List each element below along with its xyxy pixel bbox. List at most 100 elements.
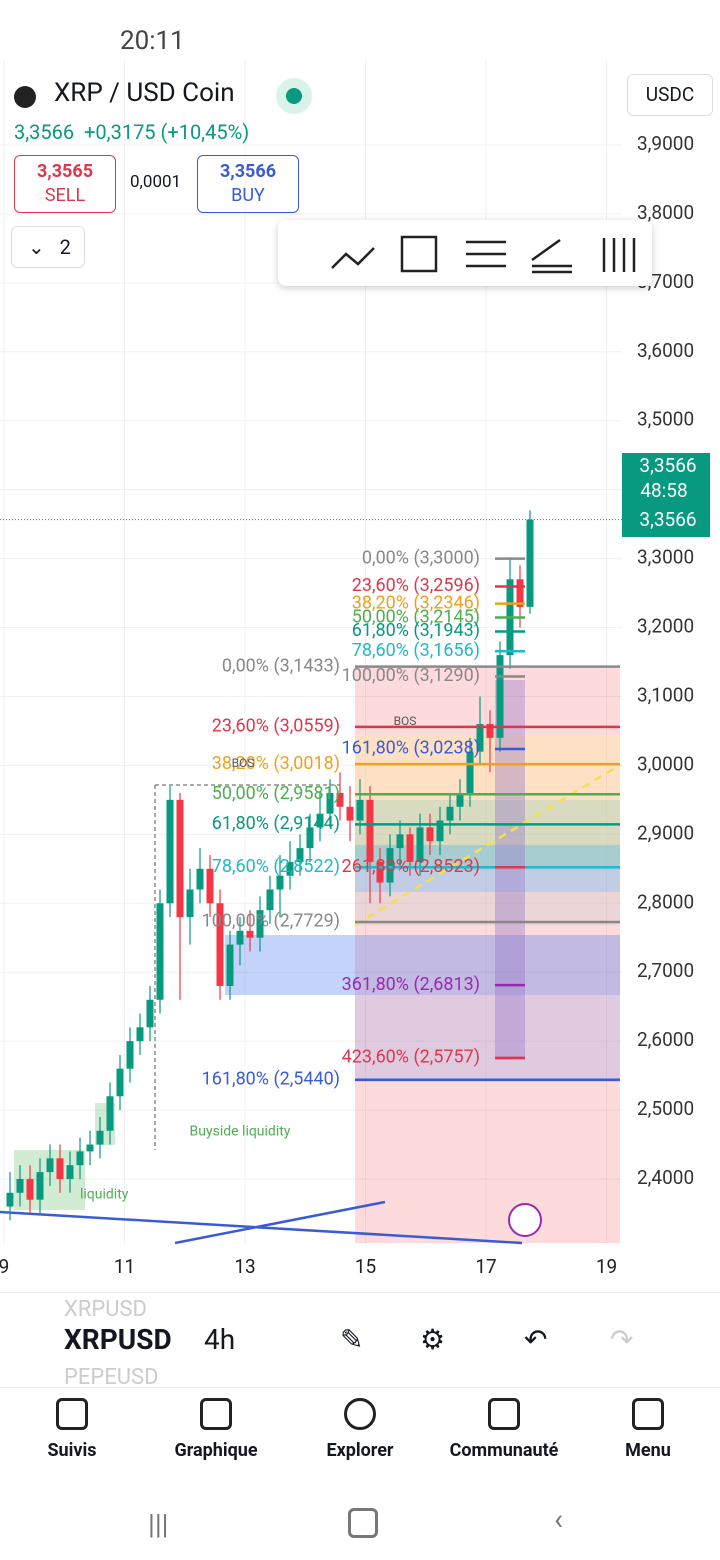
liquidity-label: liquidity	[80, 1187, 129, 1203]
candle-body	[186, 889, 194, 918]
fib-label: 0,00% (3,3000)	[362, 547, 480, 568]
candle-body	[166, 799, 174, 904]
y-tick-label: 2,9000	[637, 821, 694, 844]
candle-body	[196, 868, 204, 890]
drawing-tools	[331, 235, 636, 274]
nav-item[interactable]: Graphique	[174, 1440, 258, 1461]
y-tick-label: 2,7000	[637, 959, 694, 982]
y-tick-label: 3,0000	[637, 752, 694, 775]
candle-body	[26, 1178, 34, 1200]
fib-label: 78,60% (3,1656)	[352, 640, 480, 661]
draw-icon[interactable]: ✎	[340, 1323, 364, 1356]
candle-body	[76, 1151, 84, 1166]
sell-button[interactable]: 3,3565 SELL	[14, 155, 116, 213]
candle-body	[316, 813, 324, 828]
nav-item[interactable]: Menu	[625, 1440, 671, 1461]
candle-body	[236, 930, 244, 945]
y-tick-label: 2,6000	[637, 1028, 694, 1051]
alert-icon	[508, 1203, 542, 1237]
interval[interactable]: 4h	[204, 1323, 236, 1356]
price-tag-countdown: 48:58	[640, 479, 687, 502]
candle-body	[86, 1144, 94, 1152]
candle-body	[56, 1158, 64, 1179]
candle-body	[336, 792, 344, 807]
bos-label: BOS	[394, 714, 417, 728]
candle-body	[366, 799, 374, 862]
candle-body	[486, 724, 494, 738]
y-tick-label: 3,5000	[637, 408, 694, 431]
x-tick-label: 15	[355, 1255, 376, 1278]
undo-icon[interactable]: ↶	[524, 1323, 548, 1356]
fib-label: 100,00% (3,1290)	[342, 665, 480, 686]
candle-body	[306, 827, 314, 849]
nav-icon	[632, 1398, 664, 1430]
fib-label: 100,00% (2,7729)	[202, 911, 340, 932]
nav-item[interactable]: Communauté	[449, 1440, 559, 1461]
price-tag-value: 3,3566	[639, 508, 696, 531]
x-tick-label: 11	[114, 1255, 135, 1278]
layers-toggle[interactable]: ⌄ 2	[11, 226, 85, 268]
next-symbol: PEPEUSD	[64, 1365, 159, 1390]
zone	[355, 995, 620, 1082]
y-tick-label: 2,8000	[637, 890, 694, 913]
y-tick-label: 3,8000	[637, 201, 694, 224]
candle-body	[436, 820, 444, 842]
chart: 3,90003,80003,70003,60003,50003,40003,30…	[0, 60, 710, 1278]
y-tick-label: 3,1000	[637, 683, 694, 706]
candle-body	[296, 848, 304, 862]
y-tick-label: 2,5000	[637, 1097, 694, 1120]
candle-body	[446, 806, 454, 821]
y-tick-label: 3,9000	[637, 132, 694, 155]
candle-body	[16, 1178, 24, 1193]
price-tag-value: 3,3566	[639, 454, 696, 477]
nav-icon	[344, 1398, 376, 1430]
change: +0,3175 (+10,45%)	[84, 120, 250, 144]
coin-icon	[14, 86, 36, 108]
buy-button[interactable]: 3,3566 BUY	[197, 155, 299, 213]
nav-item[interactable]: Suivis	[47, 1440, 97, 1461]
toolbar-symbol[interactable]: XRPUSD	[64, 1323, 172, 1356]
currency-select[interactable]: USDC	[627, 74, 713, 116]
nav-item[interactable]: Explorer	[326, 1440, 394, 1461]
candle-body	[266, 889, 274, 911]
symbol-title[interactable]: XRP / USD Coin	[54, 78, 235, 108]
ruler-tool[interactable]	[602, 238, 636, 272]
status-time: 20:11	[120, 26, 185, 56]
x-tick-label: 13	[234, 1255, 255, 1278]
candle-body	[246, 930, 254, 938]
candle-body	[476, 724, 484, 752]
candle-body	[346, 806, 354, 821]
candle-body	[456, 792, 464, 807]
candle-body	[396, 834, 404, 849]
y-tick-label: 3,6000	[637, 339, 694, 362]
y-tick-label: 3,2000	[637, 615, 694, 638]
price-tag	[622, 453, 710, 537]
fib-label: 61,80% (3,1943)	[352, 620, 480, 641]
fib-label: 50,00% (2,9581)	[212, 783, 340, 804]
candle-body	[46, 1158, 54, 1173]
candle-body	[106, 1096, 114, 1131]
pattern-tool[interactable]	[331, 247, 375, 269]
candle-body	[416, 827, 424, 862]
y-tick-label: 2,4000	[637, 1166, 694, 1189]
fib-label: 0,00% (3,1433)	[222, 655, 340, 676]
fib-label: 161,80% (3,0238)	[342, 738, 480, 759]
y-tick-label: 3,3000	[637, 546, 694, 569]
fib-label: 361,80% (2,6813)	[342, 974, 480, 995]
fib-label: 38,20% (3,2346)	[352, 592, 480, 613]
trend-tool[interactable]	[531, 238, 572, 274]
candle-body	[326, 792, 334, 814]
settings-icon[interactable]: ⚙	[420, 1323, 446, 1356]
candle-body	[126, 1041, 134, 1069]
x-tick-label: 17	[475, 1255, 496, 1278]
fib-tool[interactable]	[466, 240, 506, 268]
bottom-toolbar: XRPUSD XRPUSD PEPEUSD 4h ✎ ⚙ ↶ ↷	[0, 1292, 720, 1390]
candle-body	[286, 861, 294, 876]
rect-tool[interactable]	[400, 235, 438, 273]
redo-icon[interactable]: ↷	[610, 1323, 634, 1356]
sell-label: SELL	[44, 185, 86, 206]
candle-body	[356, 799, 364, 821]
market-status	[276, 78, 312, 114]
candle-body	[276, 875, 284, 890]
liquidity-label: Buyside liquidity	[190, 1124, 291, 1140]
